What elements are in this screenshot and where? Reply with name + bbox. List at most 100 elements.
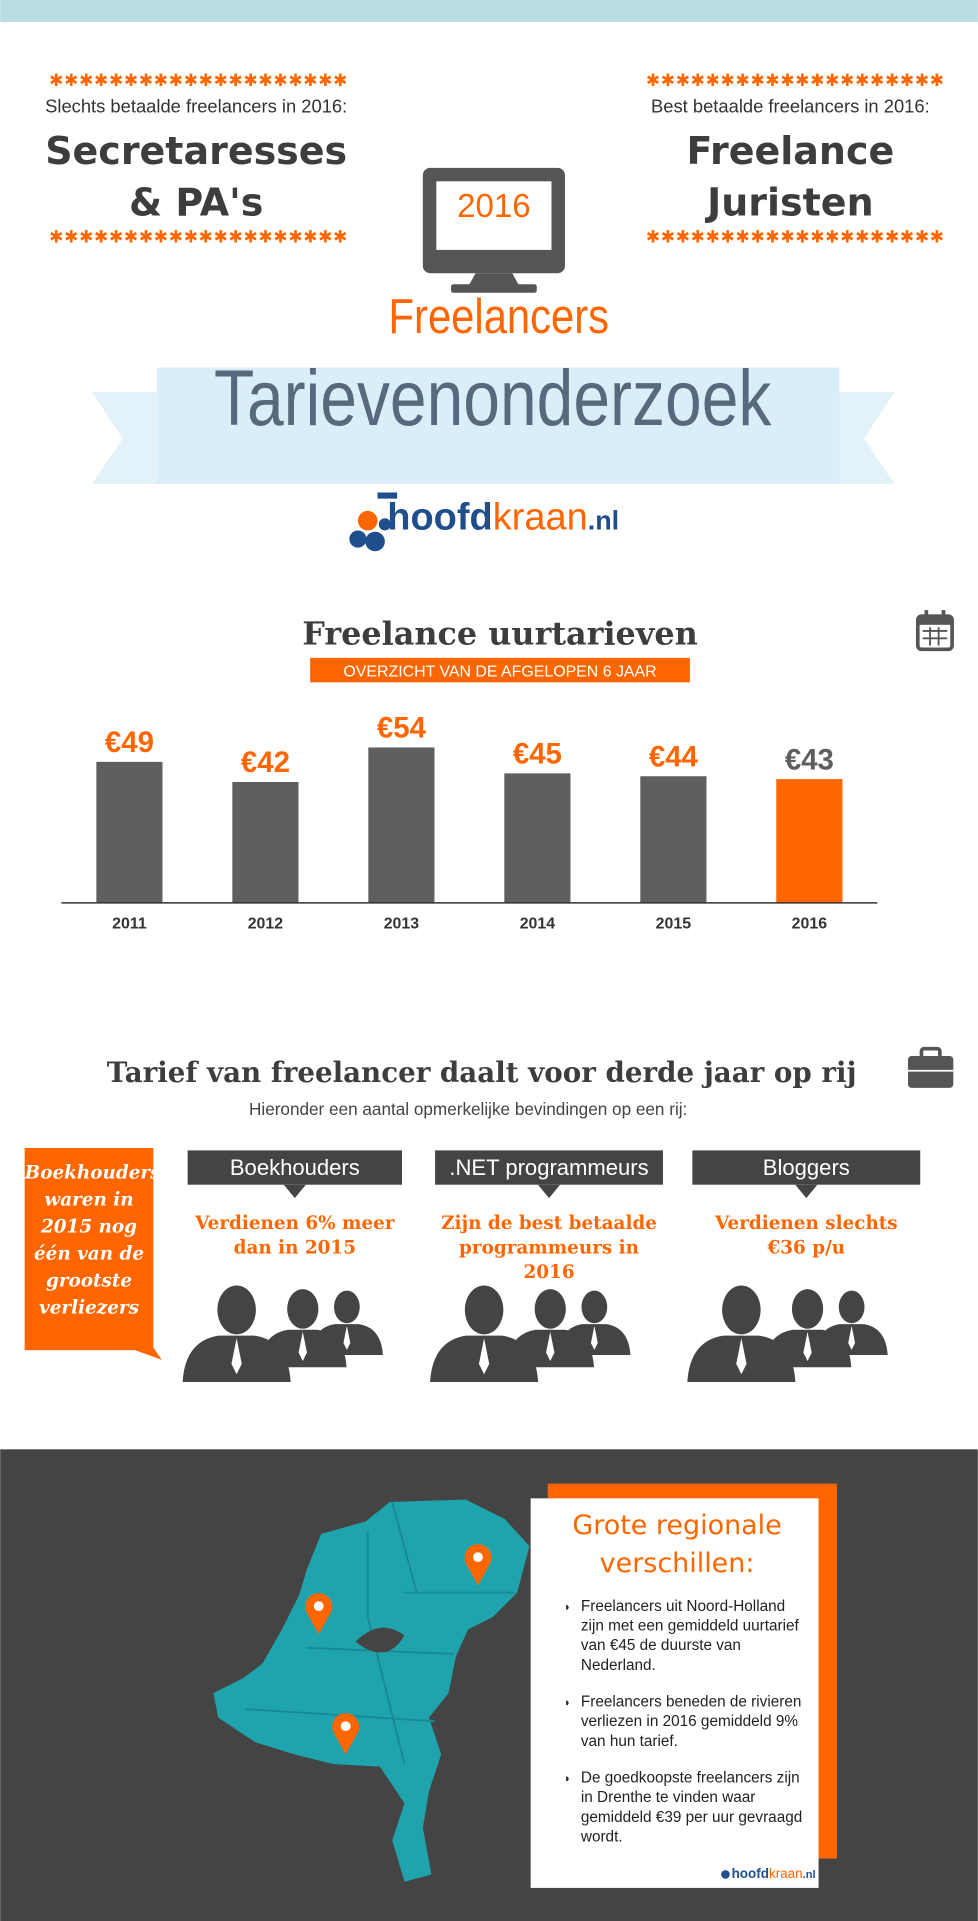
- x-tick-label: 2014: [520, 916, 556, 933]
- star: ✱: [750, 70, 764, 90]
- star: ✱: [154, 227, 168, 247]
- star: ✱: [780, 70, 794, 90]
- silhouette-head: [217, 1285, 256, 1335]
- logo-icon: [349, 492, 398, 552]
- star: ✱: [870, 227, 884, 247]
- value-label: €49: [105, 726, 154, 759]
- star: ✱: [810, 70, 824, 90]
- star: ✱: [706, 70, 720, 90]
- card-text-box: Verdienen slechts €36 p/u: [715, 1212, 898, 1259]
- logo-part: hoofd: [732, 1866, 769, 1881]
- star: ✱: [810, 227, 824, 247]
- card-label: .NET programmeurs: [449, 1155, 648, 1180]
- silhouette-head: [334, 1290, 360, 1324]
- star: ✱: [139, 227, 153, 247]
- star: ✱: [199, 70, 213, 90]
- star-rows: ✱ ✱ ✱ ✱ ✱ ✱ ✱ ✱ ✱ ✱ ✱ ✱ ✱ ✱ ✱ ✱ ✱ ✱ ✱ ✱✱ ✱ ✱ ✱ ✱ ✱ ✱ ✱ ✱ ✱ ✱ ✱ ✱ ✱ ✱ ✱ ✱ ✱ ✱ ✱…: [49, 70, 944, 247]
- star: ✱: [855, 227, 869, 247]
- star: ✱: [273, 227, 287, 247]
- star: ✱: [735, 70, 749, 90]
- bar: [640, 776, 707, 903]
- monitor-year: 2016: [457, 188, 531, 225]
- chart-title: Freelance uurtarieven: [302, 614, 697, 652]
- star: ✱: [915, 227, 929, 247]
- star: ✱: [691, 70, 705, 90]
- star: ✱: [64, 227, 78, 247]
- star: ✱: [229, 70, 243, 90]
- star: ✱: [825, 70, 839, 90]
- silhouette-tie: [803, 1331, 812, 1361]
- logo-part: kraan: [493, 496, 588, 538]
- star: ✱: [184, 70, 198, 90]
- value-label: €54: [377, 712, 427, 745]
- ribbon: [92, 367, 895, 484]
- star: ✱: [64, 70, 78, 90]
- star: ✱: [49, 70, 63, 90]
- star: ✱: [661, 70, 675, 90]
- x-tick-label: 2016: [792, 916, 828, 933]
- card-pointer: [283, 1184, 306, 1199]
- card-label-bg: [435, 1150, 663, 1185]
- callout-bg: [24, 1147, 162, 1360]
- monitor-icon: [422, 167, 565, 293]
- value-label: €43: [785, 743, 834, 776]
- card-label-bg: [187, 1150, 403, 1185]
- star: ✱: [885, 227, 899, 247]
- bullet: Freelancers beneden de rivieren verlieze…: [581, 1692, 811, 1751]
- star: ✱: [750, 227, 764, 247]
- star: ✱: [258, 227, 272, 247]
- regional-title: Grote regionale verschillen:: [572, 1510, 782, 1580]
- subtitle: Freelancers: [389, 290, 610, 344]
- star: ✱: [885, 70, 899, 90]
- star: ✱: [109, 70, 123, 90]
- logo-part: .nl: [588, 505, 619, 535]
- card-text-box: Zijn de best betaalde programmeurs in 20…: [441, 1212, 657, 1283]
- card-text-box: Verdienen 6% meer dan in 2015: [195, 1212, 394, 1259]
- star: ✱: [676, 70, 690, 90]
- card-label: Boekhouders: [230, 1155, 360, 1180]
- bar-chart: €49 2011 €42 2012 €54 2013 €45 2014 €44 2015 €43 20…: [61, 712, 878, 933]
- star: ✱: [169, 227, 183, 247]
- x-tick-label: 2013: [384, 916, 420, 933]
- bullet: De goedkoopste freelancers zijn in Drent…: [581, 1768, 811, 1846]
- silhouette-tie: [343, 1325, 351, 1350]
- star: ✱: [646, 70, 660, 90]
- top-bar: [0, 0, 978, 23]
- star: ✱: [900, 70, 914, 90]
- star: ✱: [333, 227, 347, 247]
- silhouette-head: [534, 1289, 566, 1329]
- x-tick-label: 2015: [656, 916, 692, 933]
- star: ✱: [184, 227, 198, 247]
- calendar-icon: [915, 610, 954, 652]
- silhouette-head: [464, 1285, 504, 1335]
- bullet-list: Freelancers uit Noord-Holland zijn met e…: [566, 1596, 811, 1846]
- silhouette-head: [722, 1285, 761, 1335]
- right-title-box: Freelance Juristen: [686, 129, 895, 226]
- right-caption: Best betaalde freelancers in 2016:: [651, 96, 930, 117]
- card-pointer: [538, 1184, 561, 1199]
- star: ✱: [79, 70, 93, 90]
- card-pointer: [795, 1184, 818, 1199]
- left-caption: Slechts betaalde freelancers in 2016:: [45, 96, 347, 117]
- star: ✱: [199, 227, 213, 247]
- star: ✱: [691, 227, 705, 247]
- star: ✱: [124, 70, 138, 90]
- star: ✱: [318, 227, 332, 247]
- cards: Boekhouders Verdienen 6% meer dan in 2015…: [182, 1150, 921, 1382]
- logo-part: kraan: [769, 1866, 803, 1881]
- silhouette-tie: [590, 1325, 598, 1350]
- star: ✱: [721, 227, 735, 247]
- right-title: Freelance Juristen: [686, 129, 895, 226]
- star: ✱: [795, 227, 809, 247]
- x-tick-label: 2011: [112, 916, 147, 933]
- star: ✱: [840, 227, 854, 247]
- star: ✱: [139, 70, 153, 90]
- small-logo: hoofdkraan.nl: [732, 1866, 816, 1881]
- star: ✱: [243, 70, 257, 90]
- bar: [504, 773, 571, 903]
- logo-part: .nl: [803, 1869, 816, 1881]
- star: ✱: [676, 227, 690, 247]
- star: ✱: [229, 227, 243, 247]
